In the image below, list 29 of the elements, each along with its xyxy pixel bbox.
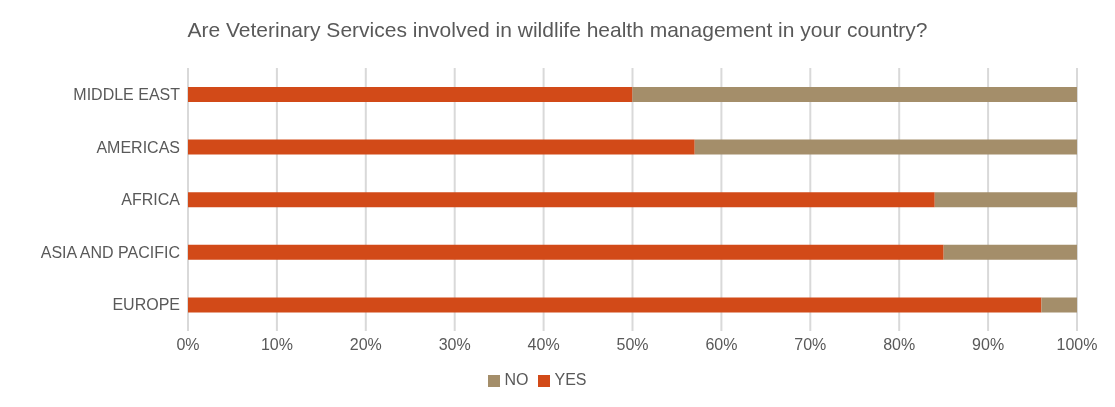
- x-tick-label: 0%: [176, 336, 200, 354]
- bar: [188, 87, 633, 102]
- x-tick-label: 50%: [616, 336, 649, 354]
- bar: [1041, 297, 1077, 313]
- y-tick-label: AFRICA: [121, 191, 181, 209]
- bar: [943, 244, 1077, 260]
- y-tick-label: AMERICAS: [96, 138, 180, 156]
- x-tick-label: 20%: [349, 336, 382, 354]
- legend-label: YES: [554, 371, 587, 388]
- y-tick-label: MIDDLE EAST: [73, 85, 181, 103]
- x-tick-label: 70%: [794, 336, 827, 354]
- bar: [188, 297, 1042, 313]
- bar: [694, 139, 1077, 155]
- x-tick-label: 100%: [1056, 336, 1098, 354]
- chart-title: Are Veterinary Services involved in wildlife health management in your country?: [186, 17, 929, 43]
- bar: [188, 244, 944, 260]
- bar: [188, 192, 935, 208]
- bar: [188, 139, 695, 155]
- x-tick-label: 60%: [705, 336, 738, 354]
- legend-label: NO: [504, 371, 529, 388]
- bar: [934, 192, 1077, 208]
- y-tick-label: EUROPE: [112, 296, 180, 314]
- x-tick-label: 30%: [438, 336, 471, 354]
- bar: [632, 87, 1077, 102]
- x-tick-label: 80%: [883, 336, 916, 354]
- x-tick-label: 40%: [527, 336, 560, 354]
- x-tick-label: 10%: [260, 336, 293, 354]
- y-tick-label: ASIA AND PACIFIC: [40, 243, 180, 261]
- x-tick-label: 90%: [972, 336, 1005, 354]
